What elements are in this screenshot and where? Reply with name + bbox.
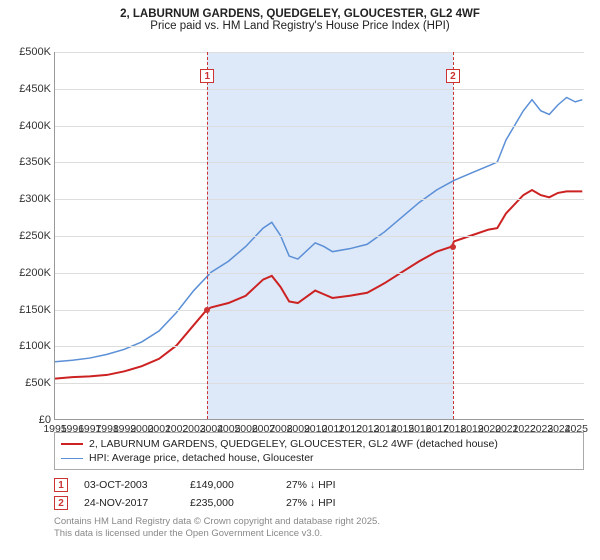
event-marker: 2	[446, 69, 460, 83]
event-row-pct: 27% ↓ HPI	[286, 479, 336, 491]
legend-label: HPI: Average price, detached house, Glou…	[89, 452, 314, 464]
legend-block: 2, LABURNUM GARDENS, QUEDGELEY, GLOUCEST…	[54, 432, 584, 540]
event-row-price: £149,000	[190, 479, 270, 491]
event-dot	[204, 307, 210, 313]
y-tick-label: £300K	[19, 193, 51, 205]
legend-row: 2, LABURNUM GARDENS, QUEDGELEY, GLOUCEST…	[61, 437, 577, 451]
gridline-h	[55, 126, 584, 127]
y-tick-label: £250K	[19, 230, 51, 242]
y-tick-label: £50K	[25, 377, 51, 389]
event-row-date: 03-OCT-2003	[84, 479, 174, 491]
footnote-line1: Contains HM Land Registry data © Crown c…	[54, 516, 380, 527]
title-line1: 2, LABURNUM GARDENS, QUEDGELEY, GLOUCEST…	[10, 8, 590, 20]
gridline-h	[55, 310, 584, 311]
title-line2: Price paid vs. HM Land Registry's House …	[10, 20, 590, 32]
footnote-line2: This data is licensed under the Open Gov…	[54, 528, 322, 539]
y-tick-label: £150K	[19, 304, 51, 316]
event-row-pct: 27% ↓ HPI	[286, 497, 336, 509]
event-row-price: £235,000	[190, 497, 270, 509]
event-dot	[450, 244, 456, 250]
event-rows: 1 03-OCT-2003 £149,000 27% ↓ HPI 2 24-NOV-201…	[54, 476, 584, 512]
legend-swatch	[61, 458, 83, 459]
event-marker: 1	[200, 69, 214, 83]
event-vline	[453, 52, 454, 419]
gridline-h	[55, 89, 584, 90]
gridline-h	[55, 236, 584, 237]
legend-label: 2, LABURNUM GARDENS, QUEDGELEY, GLOUCEST…	[89, 438, 498, 450]
y-tick-label: £200K	[19, 267, 51, 279]
gridline-h	[55, 346, 584, 347]
y-tick-label: £100K	[19, 340, 51, 352]
gridline-h	[55, 383, 584, 384]
y-tick-label: £350K	[19, 156, 51, 168]
title-block: 2, LABURNUM GARDENS, QUEDGELEY, GLOUCEST…	[0, 0, 600, 34]
legend-box: 2, LABURNUM GARDENS, QUEDGELEY, GLOUCEST…	[54, 432, 584, 470]
event-row-marker: 2	[54, 496, 68, 510]
event-row-marker: 1	[54, 478, 68, 492]
legend-row: HPI: Average price, detached house, Glou…	[61, 451, 577, 465]
gridline-h	[55, 162, 584, 163]
y-tick-label: £400K	[19, 120, 51, 132]
gridline-h	[55, 199, 584, 200]
chart-container: 2, LABURNUM GARDENS, QUEDGELEY, GLOUCEST…	[0, 0, 600, 560]
plot-area: £0£50K£100K£150K£200K£250K£300K£350K£400…	[54, 52, 584, 420]
gridline-h	[55, 273, 584, 274]
event-row: 2 24-NOV-2017 £235,000 27% ↓ HPI	[54, 494, 584, 512]
footnote: Contains HM Land Registry data © Crown c…	[54, 512, 584, 540]
event-vline	[207, 52, 208, 419]
series-hpi	[55, 97, 582, 361]
event-row: 1 03-OCT-2003 £149,000 27% ↓ HPI	[54, 476, 584, 494]
legend-swatch	[61, 443, 83, 445]
y-tick-label: £500K	[19, 46, 51, 58]
gridline-h	[55, 52, 584, 53]
event-row-date: 24-NOV-2017	[84, 497, 174, 509]
series-property	[55, 190, 582, 379]
y-tick-label: £450K	[19, 83, 51, 95]
